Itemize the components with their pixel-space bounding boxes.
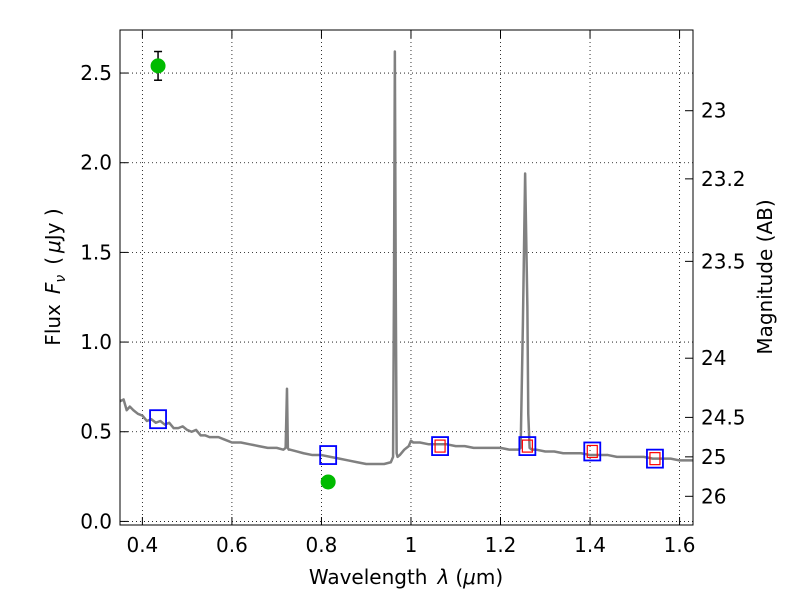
- model-photometry-point: [646, 448, 664, 469]
- x-tick-label: 1.4: [574, 533, 606, 557]
- y2-tick-label: 25: [701, 445, 726, 469]
- x-tick-label: 0.8: [306, 533, 338, 557]
- y-axis-ticks: 0.0 0.5 1.0 1.5 2.0 2.5: [80, 61, 128, 533]
- model-photometry-inner-point: [586, 444, 598, 459]
- model-photometry-inner-point: [649, 452, 661, 466]
- y-tick-label: 0.5: [80, 420, 112, 444]
- model-photometry-point: [583, 441, 602, 462]
- plot-background: [120, 30, 693, 525]
- y2-tick-label: 26: [701, 484, 726, 508]
- model-photometry-point: [319, 445, 338, 465]
- x-tick-label: 1: [405, 533, 418, 557]
- observed-photometry-point: [150, 58, 166, 74]
- y-axis-label: FluxFν(μJy ): [41, 208, 69, 345]
- observed-photometry-point: [320, 474, 336, 490]
- y2-tick-label: 24: [701, 346, 726, 370]
- x-axis-label: Wavelength λ (μm): [309, 565, 503, 589]
- y2-axis-ticks: 23 23.2 23.5 24 24.5 25 26: [685, 99, 746, 508]
- y-tick-label: 2.0: [80, 151, 112, 175]
- model-photometry-inner-point: [434, 439, 446, 453]
- x-tick-label: 0.6: [216, 533, 248, 557]
- y-tick-label: 1.0: [80, 330, 112, 354]
- y-tick-label: 2.5: [80, 61, 112, 85]
- plot-frame: [119, 29, 694, 526]
- y2-tick-label: 23.5: [701, 249, 746, 273]
- x-axis-ticks: 0.4 0.6 0.8 1 1.2 1.4 1.6: [126, 30, 695, 557]
- markers-layer: [149, 50, 664, 490]
- y2-tick-label: 23.2: [701, 167, 746, 191]
- y2-tick-label: 23: [701, 99, 726, 123]
- spectrum-layer: [120, 50, 693, 466]
- y2-axis-label: Magnitude (AB): [753, 199, 777, 354]
- model-photometry-point: [431, 436, 449, 456]
- spectrum-line: [120, 50, 693, 466]
- y-tick-label: 1.5: [80, 240, 112, 264]
- model-photometry-point: [149, 409, 167, 430]
- model-photometry-inner-point: [521, 439, 533, 453]
- x-tick-label: 0.4: [126, 533, 158, 557]
- y-tick-label: 0.0: [80, 509, 112, 533]
- x-tick-label: 1.2: [485, 533, 517, 557]
- x-tick-label: 1.6: [664, 533, 696, 557]
- model-photometry-point: [518, 436, 537, 456]
- y2-tick-label: 24.5: [701, 405, 746, 429]
